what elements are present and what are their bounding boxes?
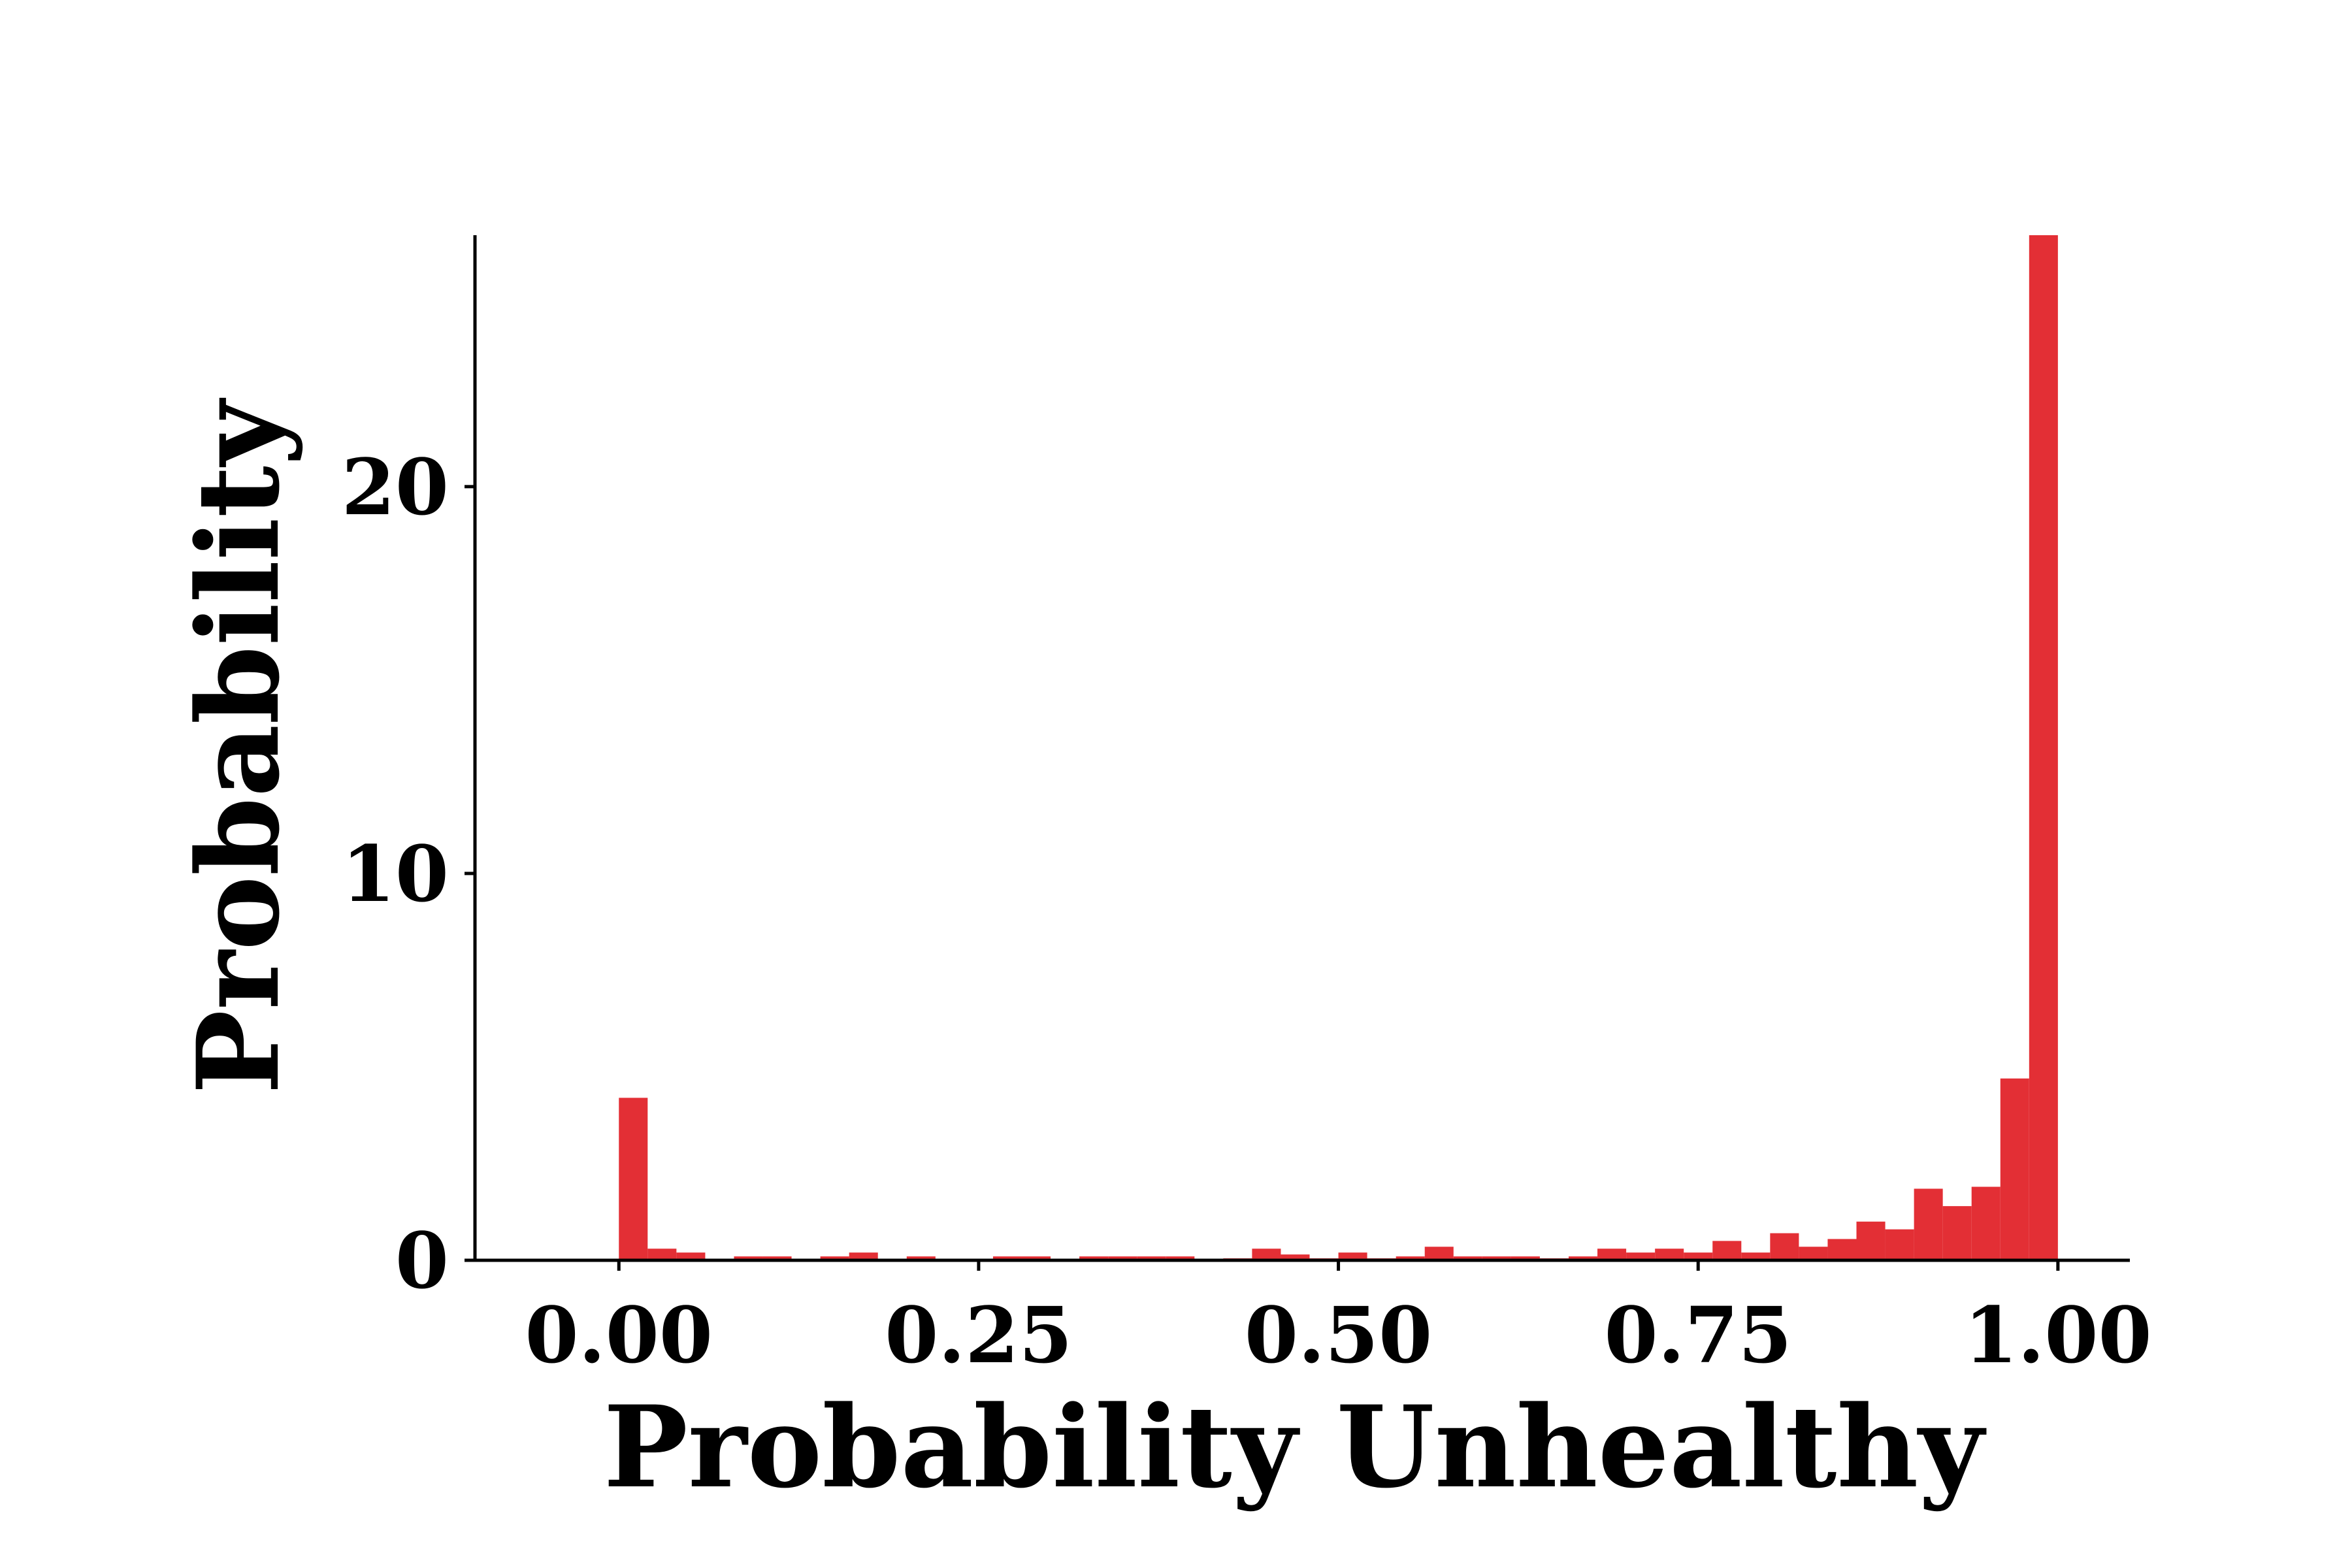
histogram-bar (762, 1256, 792, 1260)
histogram-bar (1626, 1252, 1656, 1260)
histogram-bar (2000, 1078, 2029, 1260)
histogram-bar (1597, 1249, 1627, 1260)
y-tick-label: 0 (395, 1215, 449, 1306)
histogram-bar (1655, 1249, 1684, 1260)
x-tick-label: 0.75 (1605, 1290, 1792, 1380)
histogram-bar (1079, 1256, 1109, 1260)
y-tick-label: 20 (342, 442, 449, 532)
histogram-bar (2029, 235, 2058, 1260)
x-tick-label: 0.25 (885, 1290, 1072, 1380)
histogram-bar (1885, 1229, 1914, 1260)
histogram-bar (619, 1098, 648, 1260)
histogram-bar (1424, 1247, 1454, 1260)
histogram-bar (1281, 1254, 1310, 1260)
histogram-bar (676, 1252, 706, 1260)
x-tick-label: 0.00 (525, 1290, 713, 1380)
histogram-bar (1914, 1188, 1943, 1260)
histogram-bar (1482, 1256, 1511, 1260)
histogram-bar (1396, 1256, 1425, 1260)
histogram-bar (1741, 1252, 1771, 1260)
y-tick-label: 10 (342, 828, 449, 919)
histogram-bar (1942, 1206, 1972, 1260)
histogram-bar (1712, 1241, 1742, 1260)
x-tick-label: 1.00 (1964, 1290, 2151, 1380)
histogram-bar (820, 1256, 849, 1260)
y-ticks-group: 0 10 20 (342, 442, 475, 1306)
histogram-bar (1799, 1247, 1828, 1260)
x-axis-title: Probability Unhealthy (604, 1380, 1987, 1513)
histogram-bar (1137, 1256, 1166, 1260)
histogram-bar (1684, 1252, 1713, 1260)
histogram-bar (1453, 1256, 1482, 1260)
bars-group (619, 235, 2058, 1260)
histogram-bar (906, 1256, 936, 1260)
histogram-bar (1971, 1186, 2001, 1260)
histogram-bar (1338, 1252, 1367, 1260)
histogram-bar (849, 1252, 878, 1260)
histogram-bar (992, 1256, 1022, 1260)
histogram-bar (1108, 1256, 1137, 1260)
histogram-bar (1856, 1221, 1886, 1260)
histogram-bar (1166, 1256, 1195, 1260)
histogram-bar (1568, 1256, 1598, 1260)
histogram-bar (647, 1249, 677, 1260)
histogram-bar (1827, 1239, 1857, 1260)
x-tick-label: 0.50 (1245, 1290, 1432, 1380)
histogram-bar (1770, 1233, 1799, 1260)
histogram-bar (734, 1256, 763, 1260)
x-ticks-group: 0.00 0.25 0.50 0.75 1.00 (525, 1260, 2152, 1380)
histogram-bar (1252, 1249, 1281, 1260)
histogram-bar (1511, 1256, 1540, 1260)
y-axis-title: Probability (172, 397, 304, 1094)
histogram-bar (1021, 1256, 1051, 1260)
